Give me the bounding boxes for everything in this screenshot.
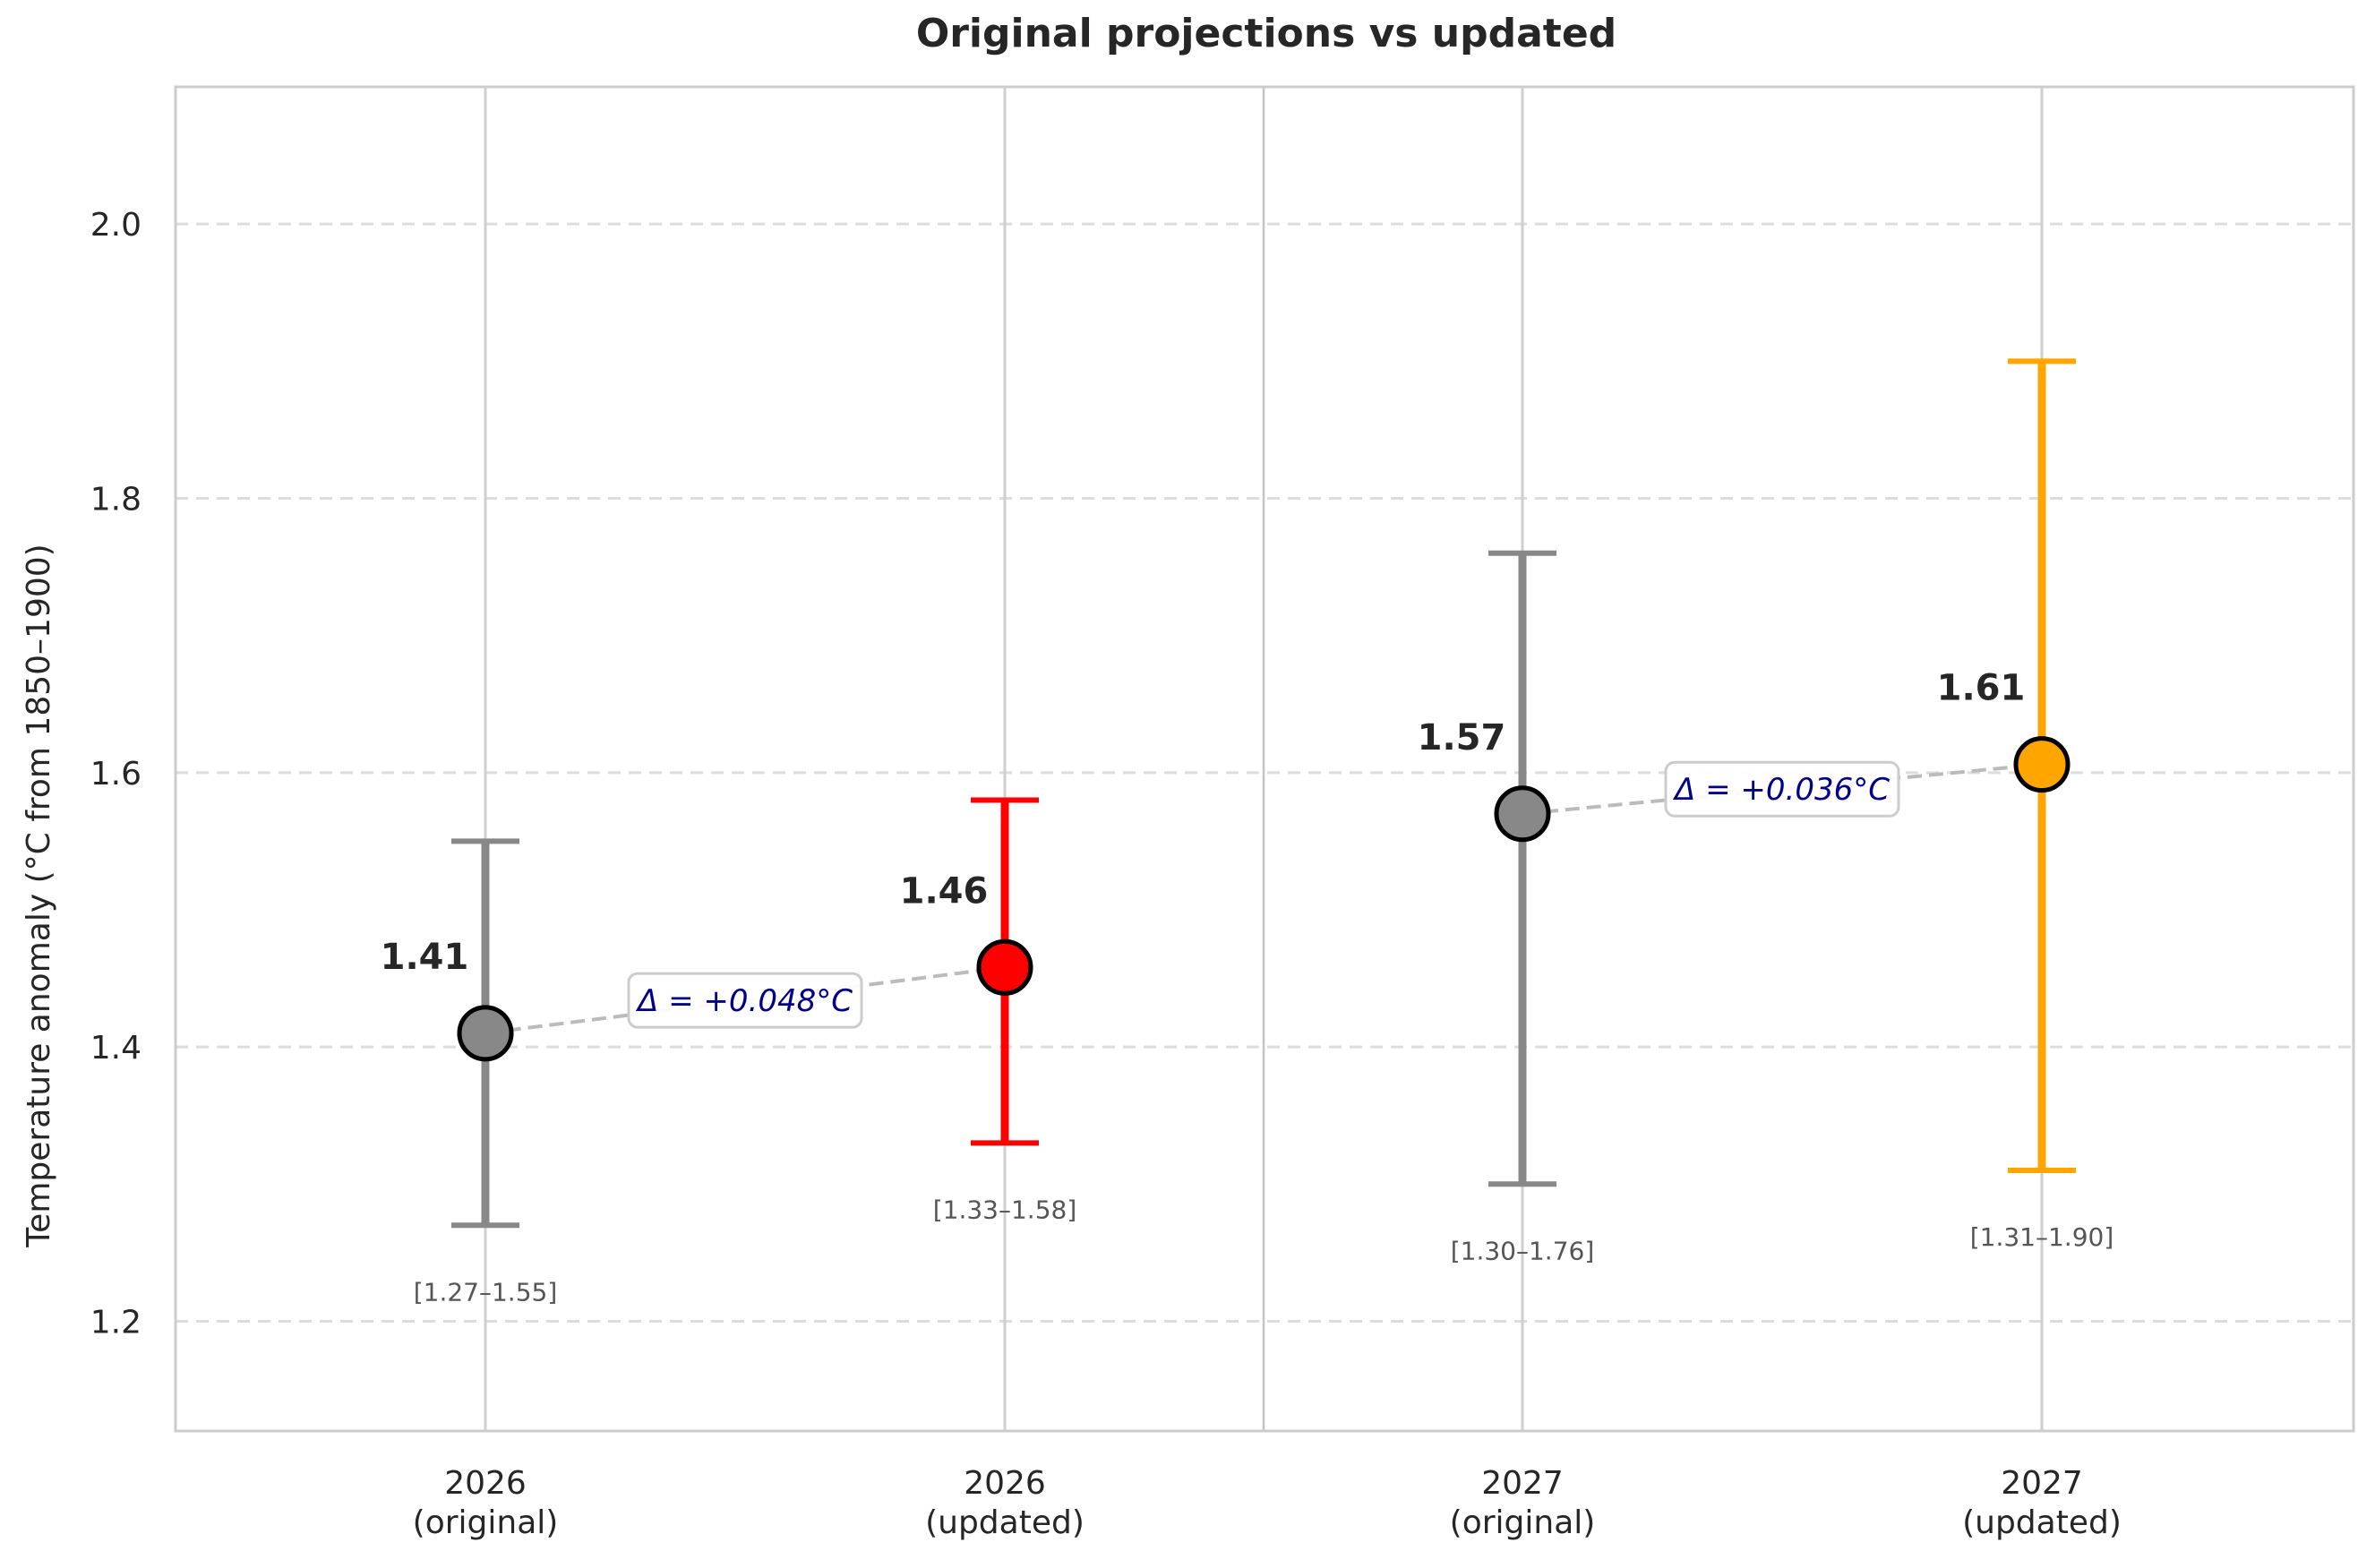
- range-label: [1.33–1.58]: [933, 1195, 1077, 1224]
- x-tick-label-line: 2026: [964, 1465, 1046, 1502]
- data-point-marker: [1494, 785, 1551, 843]
- delta-label-box: [627, 972, 863, 1029]
- x-tick-label-line: (updated): [925, 1504, 1085, 1541]
- y-tick-label: 1.8: [90, 481, 141, 518]
- data-point-marker: [457, 1005, 514, 1062]
- x-tick-label-line: 2026: [444, 1465, 527, 1502]
- x-tick-label: 2027 (updated): [1962, 1465, 2122, 1541]
- x-tick-label: 2026 (original): [413, 1465, 559, 1541]
- x-tick-label-line: (original): [1450, 1504, 1596, 1541]
- y-tick-label: 2.0: [90, 207, 141, 244]
- data-point-marker: [976, 938, 1033, 996]
- range-label: [1.31–1.90]: [1970, 1222, 2114, 1252]
- value-label: 1.57: [1418, 717, 1506, 758]
- range-label: [1.30–1.76]: [1451, 1236, 1595, 1265]
- value-label: 1.61: [1937, 668, 2026, 709]
- plot-frame: [174, 85, 2355, 1433]
- delta-label: Δ = +0.036°C: [1672, 772, 1890, 808]
- value-label: 1.41: [381, 937, 469, 978]
- marker-layer: [457, 736, 2071, 1062]
- x-tick-label-line: (updated): [1962, 1504, 2122, 1541]
- x-tick-label: 2027 (original): [1450, 1465, 1596, 1541]
- label-layer: Δ = +0.048°C Δ = +0.036°C 1.41 [1.27–1.55] 1…: [381, 668, 2114, 1307]
- x-tick-label: 2026 (updated): [925, 1465, 1085, 1541]
- y-axis-label: Temperature anomaly (°C from 1850–1900): [21, 544, 57, 1247]
- y-tick-label: 1.4: [90, 1030, 141, 1067]
- data-point-marker: [2013, 736, 2071, 793]
- x-tick-label-line: 2027: [2001, 1465, 2083, 1502]
- y-tick-label: 1.2: [90, 1304, 141, 1341]
- delta-label-box: [1664, 760, 1900, 818]
- y-tick-label: 1.6: [90, 756, 141, 793]
- value-label: 1.46: [900, 870, 989, 912]
- x-tick-label-line: 2027: [1481, 1465, 1564, 1502]
- chart-title: Original projections vs updated: [916, 11, 1616, 56]
- x-tick-label-line: (original): [413, 1504, 559, 1541]
- range-label: [1.27–1.55]: [414, 1277, 558, 1307]
- delta-label: Δ = +0.048°C: [635, 983, 853, 1019]
